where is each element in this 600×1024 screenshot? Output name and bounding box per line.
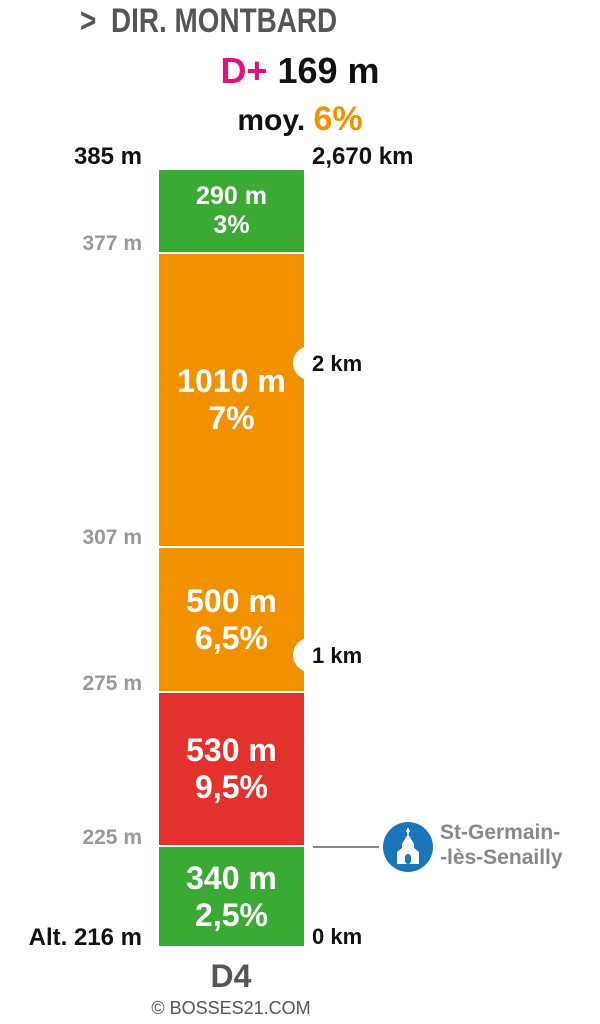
segment-3: 500 m 6,5% bbox=[159, 548, 304, 691]
segment-2: 1010 m 7% bbox=[159, 254, 304, 546]
altitude-label: 377 m bbox=[82, 232, 142, 255]
segment-grade: 6,5% bbox=[195, 619, 268, 656]
km-notch bbox=[293, 346, 315, 380]
church-icon bbox=[383, 822, 433, 872]
elevation-gain: D+ 169 m bbox=[0, 50, 600, 92]
direction-label: DIR. MONTBARD bbox=[111, 2, 338, 40]
village-name-line1: St-Germain- bbox=[440, 821, 561, 844]
top-altitude: 385 m bbox=[73, 143, 142, 170]
segment-grade: 7% bbox=[208, 400, 255, 436]
average-grade-value: 6% bbox=[313, 100, 363, 138]
road-name: D4 bbox=[210, 958, 252, 994]
segment-length: 340 m bbox=[186, 859, 277, 896]
bottom-distance: 0 km bbox=[312, 924, 363, 949]
elevation-gain-label: D+ bbox=[220, 50, 268, 91]
chevron-right-icon: > bbox=[80, 2, 97, 40]
km-notch bbox=[293, 638, 315, 672]
direction-title: > DIR. MONTBARD bbox=[80, 2, 337, 41]
altitude-label: 307 m bbox=[82, 526, 142, 549]
bottom-altitude: Alt. 216 m bbox=[28, 924, 142, 951]
profile-column: 290 m 3% 1010 m 7% 500 m 6,5% 530 m 9,5%… bbox=[159, 170, 304, 946]
segment-grade: 3% bbox=[213, 211, 250, 239]
segment-grade: 9,5% bbox=[195, 769, 268, 805]
village-name: St-Germain- -lès-Senailly bbox=[440, 820, 563, 870]
segment-grade: 2,5% bbox=[195, 896, 268, 933]
segment-length: 530 m bbox=[186, 732, 277, 769]
segment-4: 530 m 9,5% bbox=[159, 693, 304, 845]
top-distance: 2,670 km bbox=[312, 143, 414, 170]
segment-1: 290 m 3% bbox=[159, 170, 304, 252]
segment-5: 340 m 2,5% bbox=[159, 847, 304, 946]
segment-length: 500 m bbox=[186, 582, 277, 619]
segment-length: 1010 m bbox=[177, 363, 286, 400]
village-leader-line bbox=[313, 846, 379, 848]
credit: © BOSSES21.COM bbox=[151, 998, 311, 1018]
km-marker: 1 km bbox=[312, 643, 363, 668]
elevation-gain-value: 169 m bbox=[277, 50, 380, 91]
altitude-label: 225 m bbox=[82, 826, 142, 849]
segment-length: 290 m bbox=[196, 182, 267, 211]
average-grade: moy. 6% bbox=[0, 100, 600, 139]
village-name-line2: -lès-Senailly bbox=[440, 846, 563, 870]
altitude-label: 275 m bbox=[82, 672, 142, 695]
km-marker: 2 km bbox=[312, 351, 363, 376]
average-grade-label: moy. bbox=[237, 104, 306, 137]
